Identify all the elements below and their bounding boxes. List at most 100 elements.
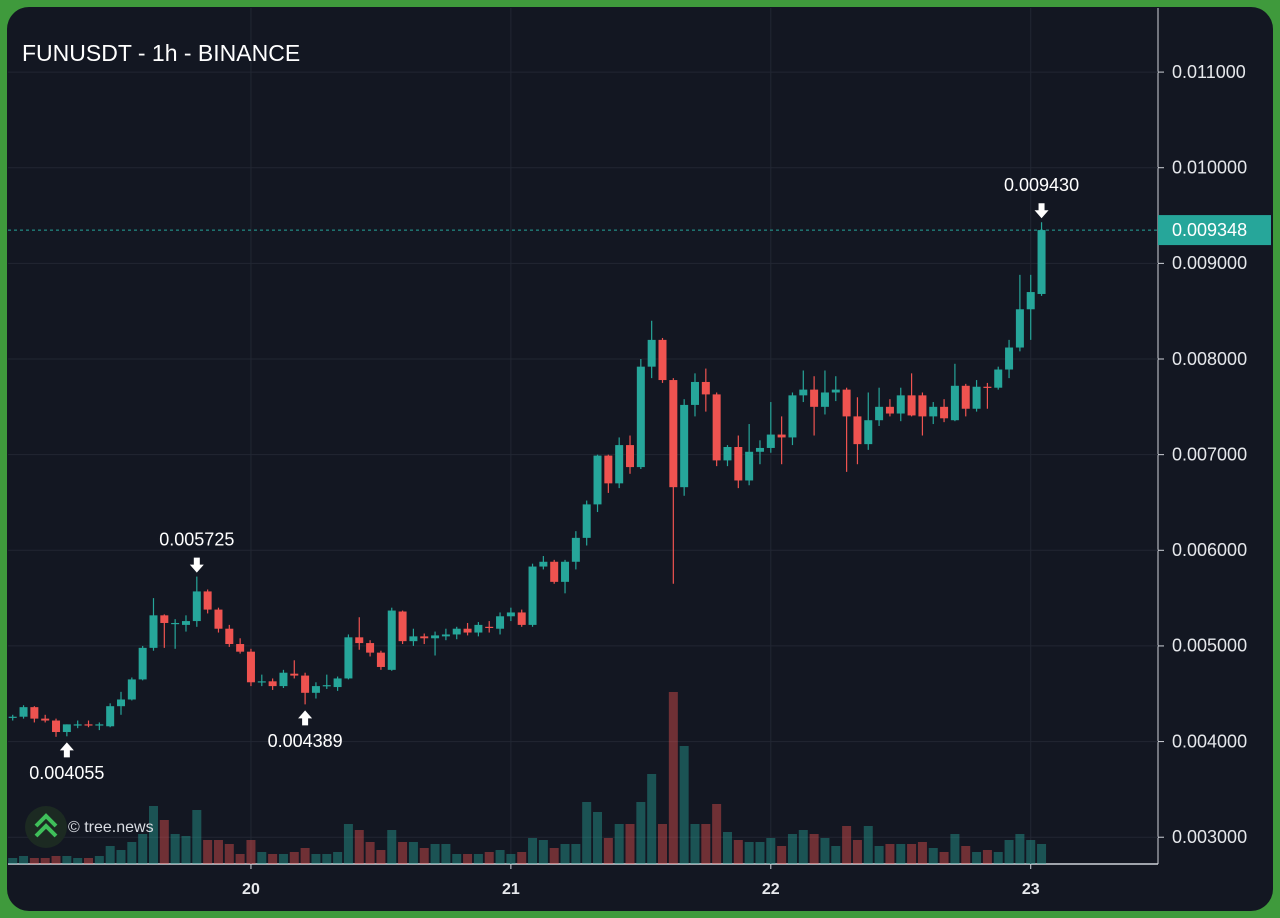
volume-bar xyxy=(62,856,72,864)
candle-body xyxy=(160,615,169,623)
candle-body xyxy=(225,628,234,645)
candle-body xyxy=(680,404,689,488)
volume-bar xyxy=(268,854,278,864)
chart-title: FUNUSDT - 1h - BINANCE xyxy=(22,40,300,66)
candle-body xyxy=(485,626,494,629)
candle-body xyxy=(19,707,28,717)
volume-bar xyxy=(755,842,765,864)
volume-bar xyxy=(831,846,841,864)
annotation-label: 0.004389 xyxy=(268,731,343,751)
y-tick-label: 0.005000 xyxy=(1172,636,1247,656)
candle-body xyxy=(506,612,515,617)
candle-body xyxy=(41,718,50,721)
x-tick-label: 23 xyxy=(1022,881,1040,898)
annotation-arrow xyxy=(298,710,313,726)
volume-bar xyxy=(322,854,332,864)
candle-body xyxy=(311,686,320,693)
candle-body xyxy=(550,561,559,582)
y-tick-label: 0.008000 xyxy=(1172,349,1247,369)
y-tick-label: 0.011000 xyxy=(1172,62,1246,82)
candle-body xyxy=(52,720,61,733)
volume-bar xyxy=(51,856,61,864)
candle-body xyxy=(810,389,819,407)
volume-bar xyxy=(582,802,592,864)
candle-body xyxy=(1026,292,1035,310)
candle-body xyxy=(626,445,635,468)
last-price-box xyxy=(1158,215,1271,246)
y-tick-label: 0.010000 xyxy=(1172,157,1247,177)
volume-bar xyxy=(1037,844,1047,864)
volume-bar xyxy=(701,824,711,864)
volume-bar xyxy=(928,848,938,864)
volume-bar xyxy=(961,846,971,864)
annotation-label: 0.009430 xyxy=(1004,175,1079,195)
volume-bar xyxy=(463,854,473,864)
volume-bar xyxy=(181,836,191,864)
candle-body xyxy=(376,652,385,667)
volume-bar xyxy=(484,852,494,864)
volume-bar xyxy=(127,842,137,864)
y-tick-label: 0.003000 xyxy=(1172,827,1247,847)
plot xyxy=(8,203,1158,758)
candle-body xyxy=(387,610,396,670)
candle-body xyxy=(117,699,125,707)
volume-bar xyxy=(192,810,202,864)
watermark: © tree.news xyxy=(68,819,154,836)
volume-bar xyxy=(84,858,94,864)
volume-bar xyxy=(668,692,678,864)
volume-bar xyxy=(917,842,927,864)
y-tick-label: 0.006000 xyxy=(1172,540,1247,560)
volume-bar xyxy=(29,858,39,864)
volume-bar xyxy=(852,840,862,864)
y-tick-label: 0.009000 xyxy=(1172,253,1247,273)
volume-bar xyxy=(571,844,581,864)
volume-bar xyxy=(809,834,819,864)
volume-bar xyxy=(982,850,992,864)
candle-body xyxy=(929,406,938,417)
volume-bar xyxy=(473,854,483,864)
annotation-arrow xyxy=(59,742,74,758)
candle-body xyxy=(441,634,450,637)
candle-body xyxy=(203,591,212,610)
candle-body xyxy=(73,724,82,726)
volume-bar xyxy=(538,840,548,864)
candle-body xyxy=(561,561,570,582)
candle-body xyxy=(181,621,190,625)
volume-bar xyxy=(842,826,852,864)
volume-bar xyxy=(333,852,343,864)
candle-body xyxy=(171,622,180,625)
candle-body xyxy=(138,647,147,680)
volume-bar xyxy=(636,802,646,864)
volume-bar xyxy=(722,832,732,864)
volume-layer xyxy=(8,692,1047,864)
candle-body xyxy=(658,339,667,381)
volume-bar xyxy=(495,850,505,864)
candle-body xyxy=(766,434,775,448)
candle-body xyxy=(84,724,93,726)
candle-body xyxy=(690,381,699,405)
candle-body xyxy=(517,612,526,625)
volume-bar xyxy=(614,824,624,864)
volume-bar xyxy=(289,852,299,864)
candle-body xyxy=(669,380,678,488)
candle-body xyxy=(95,724,104,726)
volume-bar xyxy=(408,842,418,864)
candle-body xyxy=(712,394,721,461)
volume-bar xyxy=(647,774,657,864)
candle-body xyxy=(1005,347,1014,370)
candle-body xyxy=(701,381,710,395)
candle-body xyxy=(290,673,299,676)
candle-body xyxy=(127,679,136,700)
x-tick-label: 21 xyxy=(502,881,520,898)
y-tick-label: 0.004000 xyxy=(1172,731,1247,751)
candle-body xyxy=(896,395,905,414)
candle-body xyxy=(420,636,429,639)
volume-bar xyxy=(712,804,722,864)
volume-bar xyxy=(690,824,700,864)
candle-body xyxy=(409,636,418,642)
volume-bar xyxy=(787,834,797,864)
candle-body xyxy=(745,451,754,481)
volume-bar xyxy=(863,826,873,864)
candle-body xyxy=(8,716,17,718)
